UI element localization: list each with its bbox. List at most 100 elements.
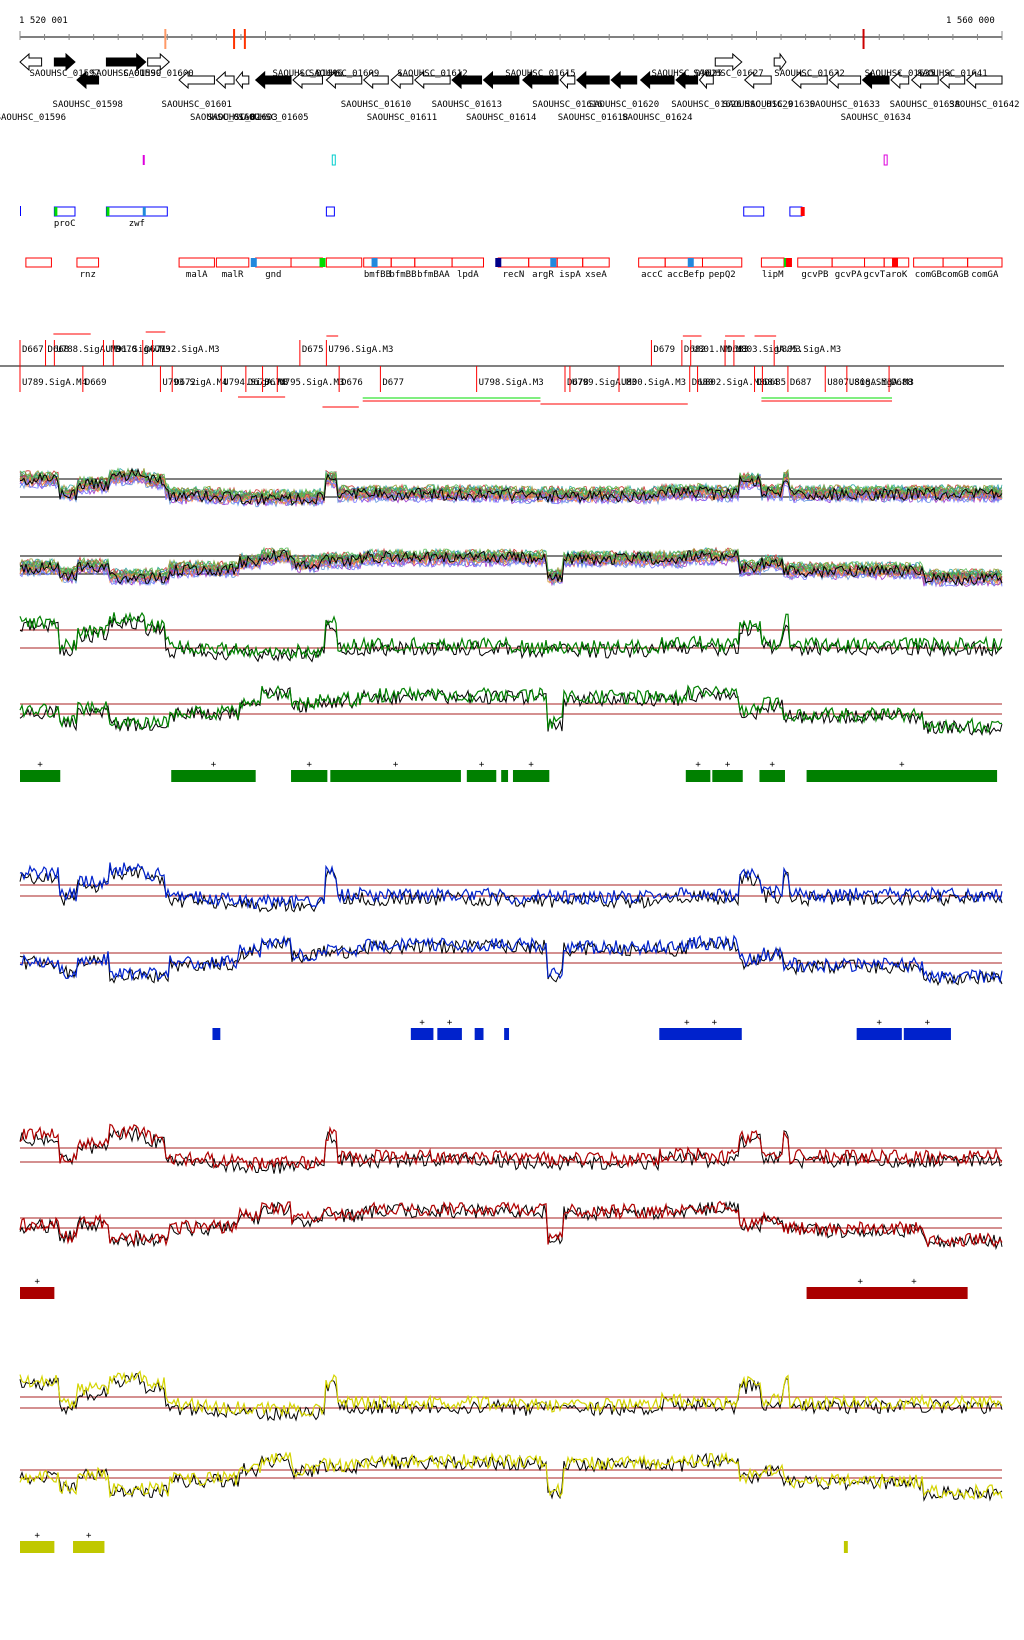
gene-name: argR — [532, 270, 554, 280]
plus-marker: + — [712, 1018, 718, 1028]
segment-bar — [410, 1028, 434, 1040]
gene-box-mark — [250, 258, 257, 267]
gene-box-mark — [54, 207, 58, 216]
gene-label: SAOUHSC_01642 — [949, 100, 1019, 110]
gene-box — [497, 257, 530, 268]
reference-profile — [19, 1126, 1003, 1174]
segment-bar — [437, 1028, 462, 1040]
segment-label: U799.SigA.M3 — [572, 378, 637, 388]
gene-box-mark — [550, 258, 557, 267]
segment-bar — [856, 1028, 902, 1040]
plus-marker: + — [86, 1531, 92, 1541]
segment-bar — [212, 1028, 221, 1040]
condition-profile — [19, 1451, 1003, 1501]
condition-profile — [19, 474, 1003, 508]
named-genes-blue-track: proC zwf — [20, 206, 805, 229]
gene-name: gnd — [265, 270, 281, 280]
segment-bar — [466, 770, 497, 782]
segment-bar — [759, 770, 785, 782]
plus-marker: + — [34, 1277, 40, 1287]
plus-marker: + — [684, 1018, 690, 1028]
gene-label: SAOUHSC_01614 — [466, 113, 536, 123]
gene-box-mark — [319, 258, 326, 267]
gene-label: SAOUHSC_01634 — [841, 113, 911, 123]
gene-box — [215, 257, 250, 268]
segment-bar — [20, 770, 61, 782]
gene-name: gcvPB — [801, 270, 828, 280]
segment-label: D678 — [567, 378, 589, 388]
gene-label: SAOUHSC_01613 — [432, 100, 502, 110]
gene-box — [582, 257, 610, 268]
gene-arrow — [53, 52, 76, 72]
segment-label: D668 — [48, 345, 70, 355]
gene-name: pepQ2 — [709, 270, 736, 280]
gene-label: SAOUHSC_01635 — [865, 69, 935, 79]
gene-label: SAOUHSC_01624 — [622, 113, 692, 123]
plus-marker: + — [911, 1277, 917, 1287]
gene-arrow — [390, 70, 414, 90]
gene-arrow — [105, 52, 147, 72]
segment-bar — [504, 1028, 510, 1040]
gene-name: lipM — [762, 270, 784, 280]
segment-label: U792.SigA.M3 — [155, 345, 220, 355]
gene-label: SAOUHSC_01600 — [123, 69, 193, 79]
segment-label: D682 — [684, 345, 706, 355]
plus-marker: + — [34, 1531, 40, 1541]
gene-arrow — [451, 70, 483, 90]
gene-arrow — [743, 70, 772, 90]
gene-arrow — [791, 70, 828, 90]
gene-name: comGB — [942, 270, 969, 280]
gene-arrow — [861, 70, 890, 90]
gene-label: SAOUHSC_01638 — [890, 100, 960, 110]
gene-name: accB — [667, 270, 689, 280]
gene-arrow — [76, 70, 100, 90]
gene-box — [290, 257, 323, 268]
gene-box — [255, 257, 292, 268]
segment-bar — [903, 1028, 951, 1040]
plus-marker: + — [770, 760, 776, 770]
plus-marker: + — [925, 1018, 931, 1028]
segment-bar — [474, 1028, 484, 1040]
plus-marker: + — [899, 760, 905, 770]
gene-name: malA — [186, 270, 208, 280]
reference-profile — [19, 1373, 1003, 1422]
condition-profile — [19, 554, 1003, 588]
condition-profile — [19, 468, 1003, 500]
gene-label: SAOUHSC_01606 — [272, 69, 342, 79]
gene-name: ispA — [559, 270, 581, 280]
gene-box-mark — [785, 258, 792, 267]
gene-arrow — [828, 70, 862, 90]
segment-label: D676 — [341, 378, 363, 388]
segment-label: U807.SigA.M3 — [827, 378, 892, 388]
condition-profile — [19, 474, 1003, 507]
segment-label: U805.SigA.M3 — [776, 345, 841, 355]
plus-marker: + — [528, 760, 534, 770]
plus-marker: + — [695, 760, 701, 770]
segment-label: U800.SigA.M3 — [621, 378, 686, 388]
gene-arrow — [482, 70, 520, 90]
segment-label: D685 — [764, 378, 786, 388]
segment-label: U808.SigA.M3 — [849, 378, 914, 388]
segment-bar — [712, 770, 743, 782]
gene-label: SAOUHSC_01632 — [774, 69, 844, 79]
gene-label: SAOUHSC_01612 — [397, 69, 467, 79]
gene-annotation-track: SAOUHSC_01596 SAOUHSC_01597 SAOUHSC_01598 S… — [0, 52, 1020, 123]
plus-marker: + — [877, 1018, 883, 1028]
gene-name: malR — [222, 270, 244, 280]
gene-name: gcvPA — [835, 270, 863, 280]
segment-bar — [685, 770, 711, 782]
gene-arrow — [215, 70, 235, 90]
gene-name: efp — [688, 270, 704, 280]
segment-label: U798.SigA.M3 — [479, 378, 544, 388]
segment-bar — [73, 1541, 105, 1553]
gene-label: SAOUHSC_01625 — [652, 69, 722, 79]
gene-arrow — [890, 70, 910, 90]
segment-label: U795.SigA.M3 — [279, 378, 344, 388]
gene-name: gcvT — [863, 270, 885, 280]
gene-label: SAOUHSC_01627 — [693, 69, 763, 79]
gene-label: SAOUHSC_01603 — [207, 113, 277, 123]
gene-box — [942, 257, 969, 268]
segment-label: D679 — [653, 345, 675, 355]
